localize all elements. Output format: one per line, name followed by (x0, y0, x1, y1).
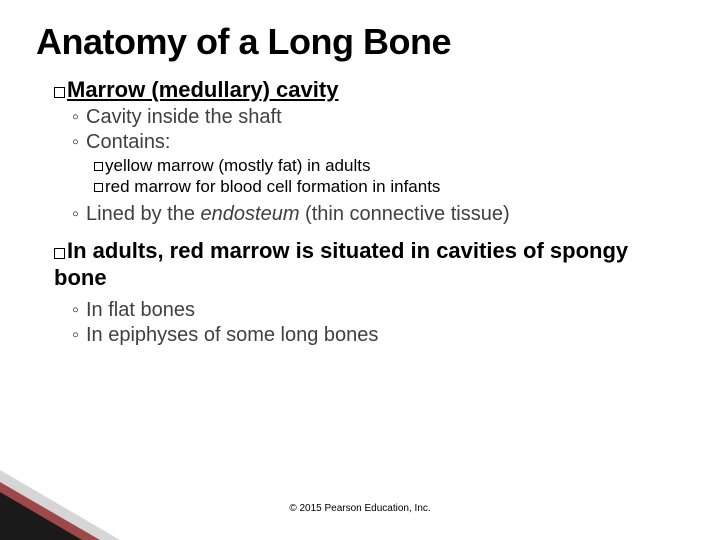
circle-marker-icon: ◦ (72, 105, 86, 130)
circle-marker-icon: ◦ (72, 298, 86, 323)
sub-flat-bones: ◦In flat bones (54, 298, 684, 323)
square-bullet-icon (54, 248, 65, 259)
circle-marker-icon: ◦ (72, 202, 86, 227)
bullet-marrow-cavity: Marrow (medullary) cavity (54, 76, 684, 104)
slide-body: Marrow (medullary) cavity ◦Cavity inside… (36, 76, 684, 348)
sub-lined-by-endosteum: ◦Lined by the endosteum (thin connective… (54, 202, 684, 227)
circle-marker-icon: ◦ (72, 130, 86, 155)
slide-title: Anatomy of a Long Bone (36, 22, 684, 62)
bullet-red-marrow-adults: In adults, red marrow is situated in cav… (54, 237, 684, 292)
square-bullet-icon (54, 87, 65, 98)
sub-cavity-inside-shaft: ◦Cavity inside the shaft (54, 105, 684, 130)
subsub-red-marrow-infants: red marrow for blood cell formation in i… (54, 176, 684, 197)
sub-contains: ◦Contains: (54, 130, 684, 155)
copyright-credit: © 2015 Pearson Education, Inc. (0, 503, 720, 514)
square-bullet-icon (94, 162, 103, 171)
sub-epiphyses: ◦In epiphyses of some long bones (54, 323, 684, 348)
circle-marker-icon: ◦ (72, 323, 86, 348)
subsub-yellow-marrow: yellow marrow (mostly fat) in adults (54, 155, 684, 176)
square-bullet-icon (94, 183, 103, 192)
